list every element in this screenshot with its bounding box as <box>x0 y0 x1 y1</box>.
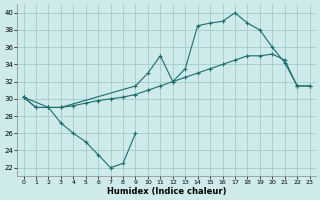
X-axis label: Humidex (Indice chaleur): Humidex (Indice chaleur) <box>107 187 226 196</box>
